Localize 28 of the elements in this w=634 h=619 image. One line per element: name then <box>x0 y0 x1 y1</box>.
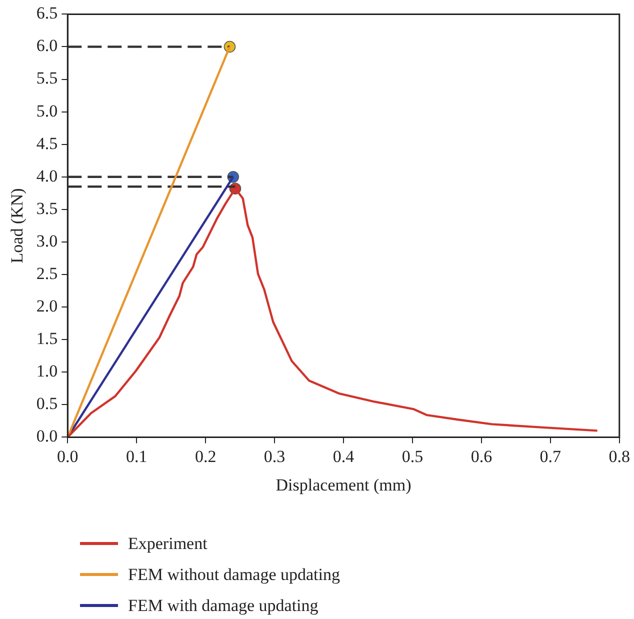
y-tick-label: 1.0 <box>36 362 58 381</box>
y-tick-label: 0.0 <box>36 426 58 446</box>
y-tick-label: 4.5 <box>36 134 58 153</box>
y-tick-label: 3.0 <box>36 231 58 250</box>
x-tick-label: 0.4 <box>332 446 355 466</box>
y-tick-label: 0.5 <box>36 394 58 414</box>
x-tick-label: 0.2 <box>194 446 216 466</box>
y-tick-label: 2.5 <box>36 264 58 283</box>
legend-label: FEM without damage updating <box>128 564 340 584</box>
y-tick-label: 6.0 <box>36 36 58 56</box>
y-tick-label: 1.5 <box>36 329 58 348</box>
x-tick-label: 0.1 <box>126 446 148 466</box>
y-tick-label: 2.0 <box>36 296 58 316</box>
x-tick-label: 0.0 <box>57 446 78 466</box>
x-tick-label: 0.8 <box>608 446 630 466</box>
x-tick-label: 0.7 <box>540 446 562 466</box>
y-tick-label: 6.5 <box>36 4 58 23</box>
y-tick-label: 5.0 <box>36 101 58 120</box>
legend-label: Experiment <box>128 534 208 554</box>
legend-label: FEM with damage updating <box>128 596 318 616</box>
y-tick-label: 5.5 <box>36 68 58 88</box>
y-axis-title: Load (KN) <box>8 188 27 264</box>
x-tick-label: 0.6 <box>470 446 492 466</box>
x-tick-label: 0.3 <box>264 446 286 466</box>
x-axis-title: Displacement (mm) <box>276 475 412 494</box>
y-tick-label: 3.5 <box>36 198 58 218</box>
x-tick-label: 0.5 <box>402 446 424 466</box>
y-tick-label: 4.0 <box>36 166 58 186</box>
